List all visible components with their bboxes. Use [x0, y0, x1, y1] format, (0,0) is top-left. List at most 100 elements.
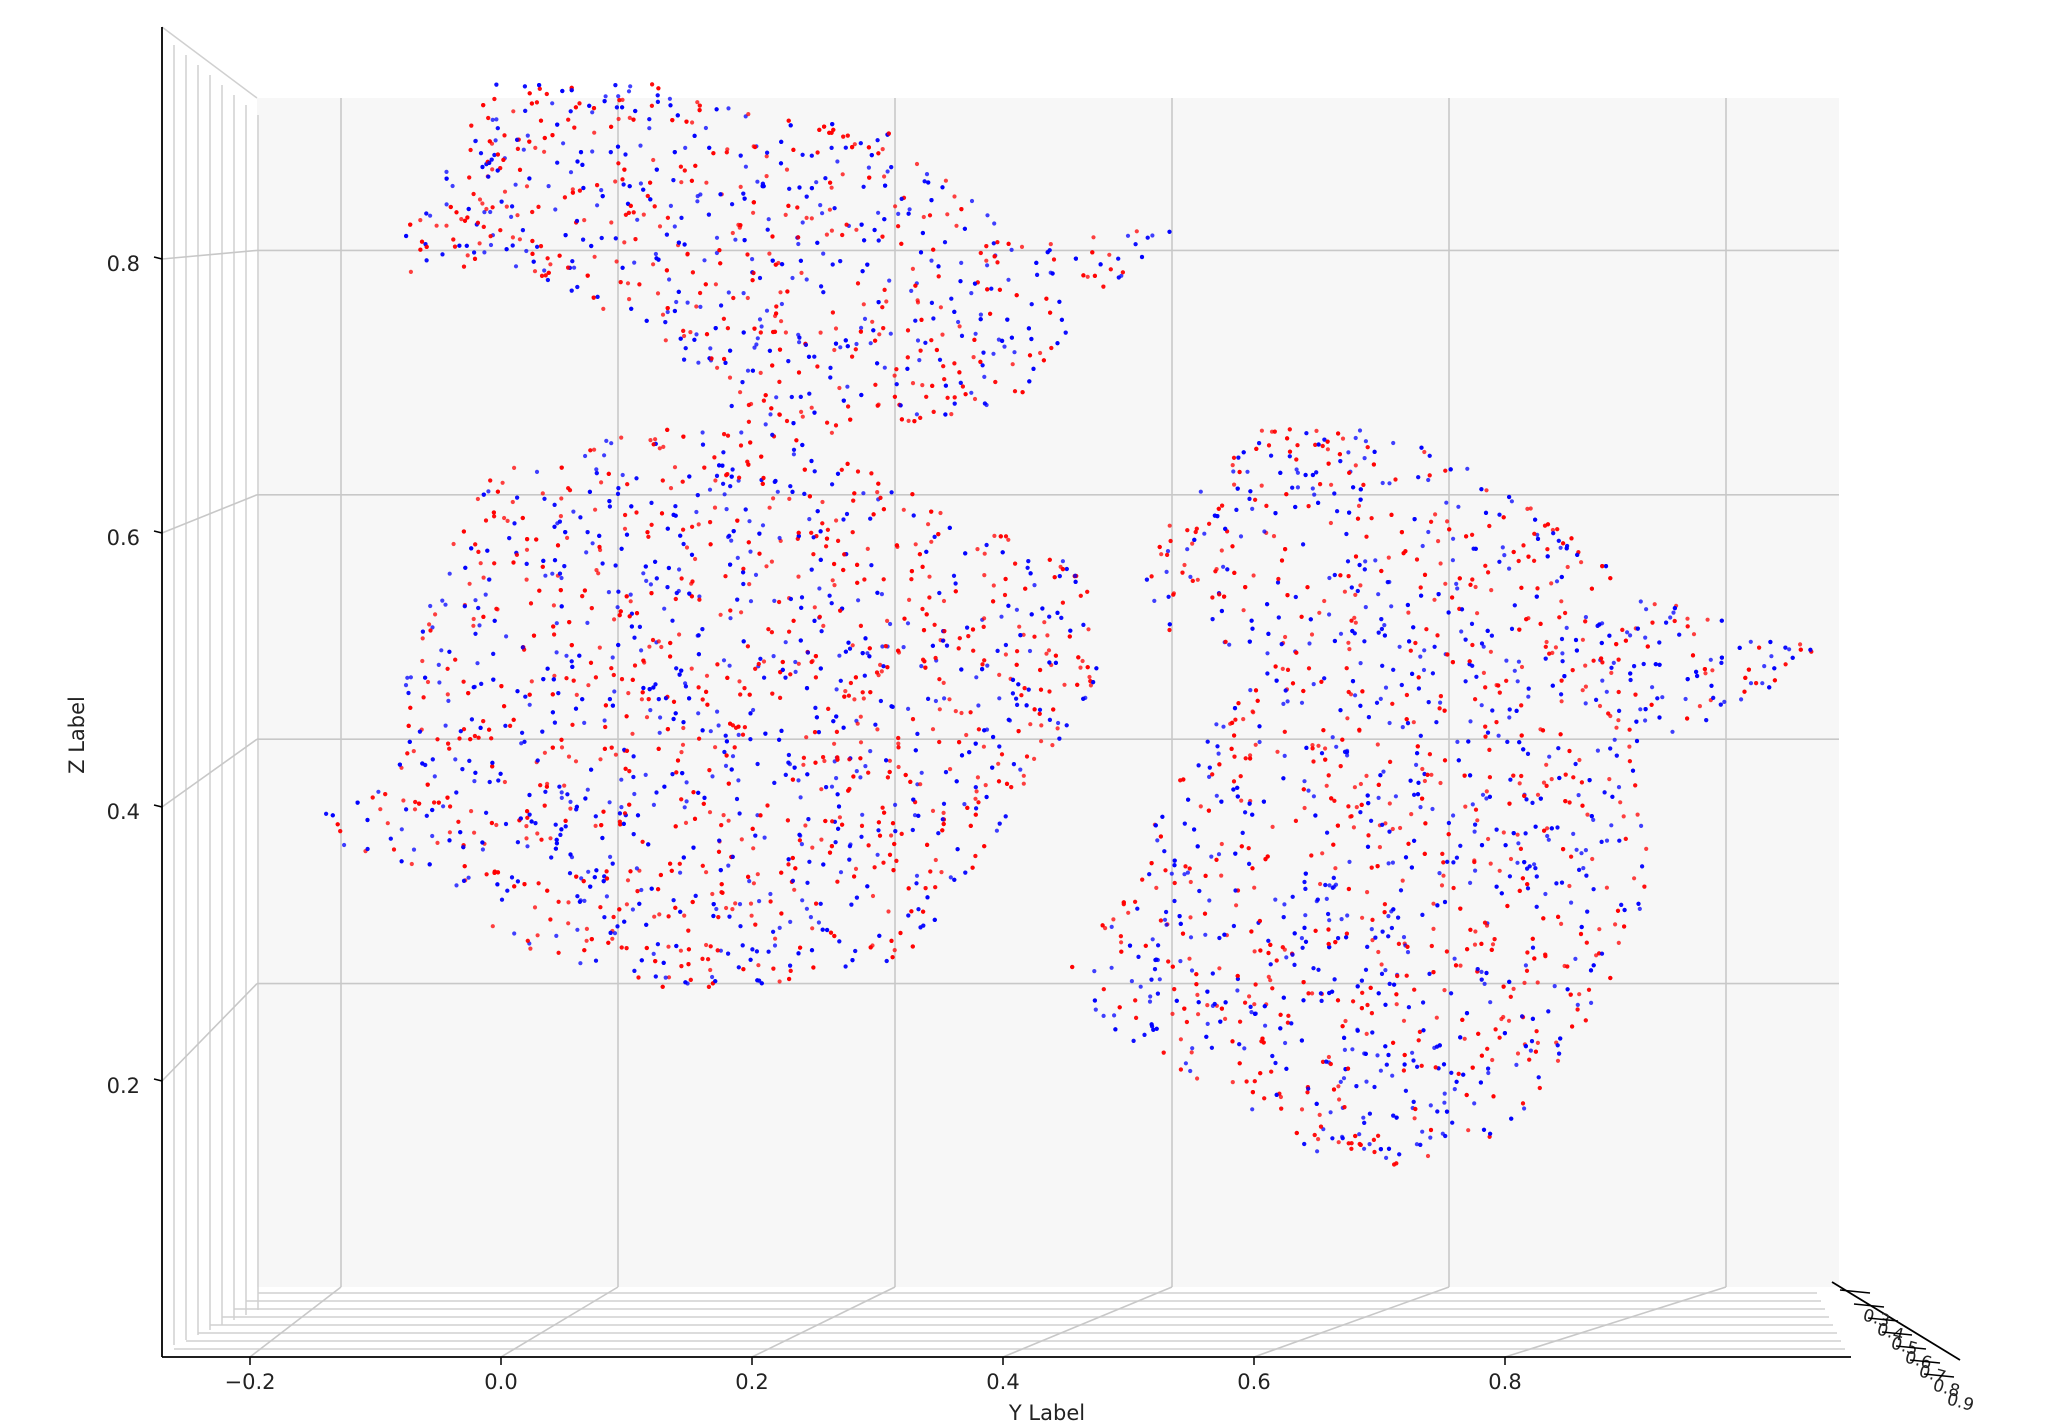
scatter-point [525, 844, 530, 849]
scatter-point [1528, 1048, 1533, 1053]
scatter-point [609, 441, 614, 446]
scatter-point [713, 478, 718, 483]
scatter-point [982, 573, 987, 578]
scatter-point [982, 551, 987, 556]
scatter-point [1125, 233, 1131, 238]
scatter-point [733, 237, 738, 242]
scatter-point [1390, 860, 1395, 865]
scatter-point [1604, 838, 1610, 843]
scatter-point [1390, 826, 1395, 832]
grid-line-wall [161, 983, 258, 1082]
scatter-point [1092, 969, 1097, 974]
scatter-point [1401, 935, 1407, 940]
scatter-point [771, 929, 776, 934]
scatter-point [1523, 831, 1528, 836]
scatter-point [342, 842, 347, 848]
scatter-point [1455, 586, 1460, 591]
scatter-point [1219, 873, 1224, 878]
scatter-point [1235, 976, 1240, 982]
scatter-point [1018, 767, 1023, 772]
scatter-point [1323, 746, 1328, 751]
scatter-point [1625, 630, 1630, 635]
scatter-point [509, 204, 515, 209]
scatter-point [1230, 1080, 1235, 1085]
scatter-point [1611, 660, 1616, 666]
scatter-point [1266, 974, 1271, 980]
scatter-point [914, 873, 920, 878]
scatter-point [880, 234, 885, 239]
scatter-point [674, 299, 679, 305]
scatter-point [1238, 774, 1243, 779]
scatter-point [1504, 658, 1509, 663]
scatter-point [927, 574, 932, 579]
scatter-point [774, 395, 779, 400]
scatter-point [723, 733, 728, 738]
scatter-point [613, 563, 618, 568]
scatter-point [893, 802, 898, 808]
scatter-point [707, 487, 713, 492]
scatter-point [1227, 642, 1232, 647]
scatter-point [566, 921, 571, 926]
scatter-point [582, 898, 587, 904]
scatter-point [1469, 621, 1475, 627]
scatter-point [1450, 558, 1455, 563]
scatter-point [1171, 592, 1176, 597]
scatter-point [1363, 439, 1368, 444]
scatter-point [758, 370, 763, 375]
scatter-point [385, 821, 390, 826]
scatter-point [739, 430, 744, 435]
scatter-point [433, 612, 438, 617]
scatter-point [602, 453, 607, 458]
scatter-point [1580, 688, 1585, 693]
scatter-point [1183, 1061, 1188, 1066]
scatter-point [1451, 536, 1456, 541]
scatter-point [1437, 871, 1442, 876]
scatter-point [454, 883, 459, 888]
scatter-point [1346, 450, 1351, 455]
scatter-point [853, 866, 859, 872]
scatter-point [847, 757, 852, 762]
scatter-points [324, 82, 1814, 1167]
scatter-point [489, 157, 494, 162]
scatter-point [1546, 837, 1551, 842]
scatter-point [1231, 923, 1236, 929]
scatter-point [1410, 1050, 1415, 1055]
scatter-point [1330, 885, 1335, 890]
scatter-point [579, 876, 584, 881]
scatter-point [1609, 823, 1614, 828]
scatter-point [1635, 812, 1640, 817]
scatter-point [1411, 720, 1416, 725]
scatter-point [1762, 664, 1767, 669]
scatter-point [1278, 1094, 1283, 1100]
scatter-point [707, 810, 713, 815]
scatter-point [683, 145, 688, 150]
scatter-point [666, 975, 672, 980]
scatter-point [521, 147, 526, 152]
scatter-point [1324, 896, 1329, 902]
scatter-point [1600, 678, 1605, 683]
scatter-point [1333, 882, 1339, 887]
scatter-point [1248, 688, 1253, 693]
scatter-point [477, 197, 483, 202]
scatter-point [843, 689, 848, 694]
scatter-point [803, 823, 808, 828]
scatter-point [1482, 981, 1487, 987]
scatter-point [1394, 1002, 1399, 1007]
scatter-point [1002, 344, 1007, 349]
scatter-point [602, 718, 607, 723]
grid-line-floor [1253, 1286, 1450, 1358]
scatter-point [863, 764, 868, 769]
scatter-point [722, 432, 727, 437]
scatter-point [657, 446, 662, 451]
scatter-point [1364, 1031, 1369, 1036]
scatter-point [1376, 949, 1381, 955]
scatter-point [973, 796, 978, 801]
scatter-point [1488, 649, 1493, 654]
scatter-point [634, 866, 640, 871]
scatter-point [1481, 644, 1486, 649]
scatter-point [914, 161, 920, 167]
scatter-point [1507, 707, 1512, 712]
scatter-point [901, 507, 906, 512]
scatter-point [840, 172, 845, 177]
scatter-point [1783, 662, 1788, 667]
